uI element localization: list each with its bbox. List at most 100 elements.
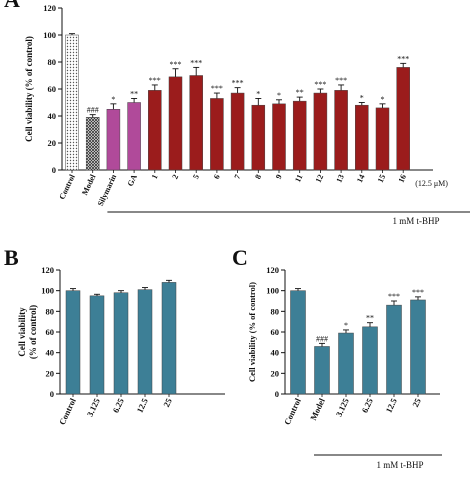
y-tick-label: 100 xyxy=(266,286,279,296)
bar-16 xyxy=(396,67,410,171)
bar-2 xyxy=(168,76,183,171)
y-tick-label: 0 xyxy=(275,389,279,399)
bar-25 xyxy=(161,282,177,395)
x-tick-label-9: 9 xyxy=(274,173,284,180)
bar-12.5 xyxy=(137,289,153,395)
y-tick-label: 100 xyxy=(41,286,54,296)
x-tick-label-12.5: 12.5 xyxy=(383,397,398,415)
y-tick-label: 0 xyxy=(50,389,54,399)
x-tick-label-25: 25 xyxy=(161,397,174,409)
bar-Model xyxy=(314,346,330,395)
significance-label-15: * xyxy=(381,95,385,104)
y-tick-label: 20 xyxy=(48,138,57,148)
significance-label-13: *** xyxy=(335,76,347,85)
x-tick-label-Model: Model xyxy=(308,396,327,422)
y-tick-label: 20 xyxy=(46,368,55,378)
concentration-note: (12.5 μM) xyxy=(415,179,448,188)
bar-6.25 xyxy=(362,326,378,395)
y-axis-label: Cell viability (% of control) xyxy=(247,282,257,382)
significance-label-Model: ### xyxy=(87,106,99,115)
bar-Control xyxy=(65,290,81,395)
bar-3.125 xyxy=(89,295,105,395)
bar-25 xyxy=(410,299,426,395)
treatment-label: 1 mM t-BHP xyxy=(392,216,439,226)
y-tick-label: 0 xyxy=(52,165,56,175)
significance-label-2: *** xyxy=(170,60,182,69)
significance-label-1: *** xyxy=(149,76,161,85)
x-tick-label-5: 5 xyxy=(191,173,201,180)
panel-letter-c: C xyxy=(232,245,248,270)
x-tick-label-GA: GA xyxy=(126,173,139,188)
x-tick-label-14: 14 xyxy=(355,173,367,184)
significance-label-7: *** xyxy=(232,79,244,88)
bar-Control xyxy=(290,290,306,395)
bar-12.5 xyxy=(386,304,402,395)
x-tick-label-Control: Control xyxy=(282,396,303,426)
y-axis-label: Cell viability (% of control) xyxy=(24,36,34,142)
bar-9 xyxy=(272,103,286,171)
bar-15 xyxy=(375,107,390,171)
significance-label-14: * xyxy=(360,94,364,103)
significance-label-3.125: * xyxy=(344,321,348,330)
significance-label-25: *** xyxy=(412,288,424,297)
y-tick-label: 100 xyxy=(43,30,56,40)
y-axis-label: (% of control) xyxy=(28,305,38,359)
significance-label-12.5: *** xyxy=(388,292,400,301)
x-tick-label-6.25: 6.25 xyxy=(359,397,374,415)
y-tick-label: 120 xyxy=(266,265,279,275)
treatment-label: 1 mM t-BHP xyxy=(376,460,423,470)
significance-label-6.25: ** xyxy=(366,314,374,323)
y-tick-label: 40 xyxy=(48,111,57,121)
significance-label-Model: ### xyxy=(316,334,328,343)
y-tick-label: 120 xyxy=(41,265,54,275)
x-tick-label-3.125: 3.125 xyxy=(334,397,351,419)
y-tick-label: 80 xyxy=(48,57,57,67)
panel-a-chart: 0 20 40 60 80 100 120 Cell viability (% of cont… xyxy=(24,3,470,226)
significance-label-16: *** xyxy=(397,54,409,63)
bar-Silymarin xyxy=(106,109,121,171)
bar-13 xyxy=(334,90,348,171)
significance-label-5: *** xyxy=(190,58,202,67)
x-tick-label-11: 11 xyxy=(293,173,304,184)
bar-12 xyxy=(313,92,328,171)
bar-Control xyxy=(65,34,79,171)
x-tick-label-12.5: 12.5 xyxy=(134,397,149,415)
bar-3.125 xyxy=(338,332,354,395)
significance-label-6: *** xyxy=(211,84,223,93)
bar-6 xyxy=(210,98,224,171)
significance-label-Silymarin: * xyxy=(111,95,115,104)
panel-b-chart: 0 20 40 60 80 100 120 Cell viability (% of contr… xyxy=(17,265,225,426)
bar-14 xyxy=(355,104,369,171)
bar-11 xyxy=(292,100,307,171)
y-tick-label: 20 xyxy=(271,368,280,378)
panel-letter-b: B xyxy=(4,245,19,270)
x-tick-label-Control: Control xyxy=(57,172,77,201)
y-tick-label: 80 xyxy=(46,306,55,316)
bar-Model xyxy=(85,117,100,171)
y-tick-label: 60 xyxy=(48,84,57,94)
x-tick-label-Model: Model xyxy=(80,172,98,196)
y-tick-label: 60 xyxy=(46,327,55,337)
y-tick-label: 40 xyxy=(271,348,280,358)
panel-c-chart: 0 20 40 60 80 100 120 Cell viability (% of cont… xyxy=(247,265,442,470)
x-tick-label-Silymarin: Silymarin xyxy=(96,173,119,208)
x-tick-label-1: 1 xyxy=(150,173,160,180)
x-tick-label-7: 7 xyxy=(233,173,243,180)
bar-GA xyxy=(127,102,141,171)
x-tick-label-6.25: 6.25 xyxy=(110,397,125,415)
y-tick-label: 120 xyxy=(43,3,56,13)
bar-6.25 xyxy=(113,292,129,395)
y-axis-label: Cell viability xyxy=(17,307,27,357)
significance-label-11: ** xyxy=(296,88,304,97)
y-tick-label: 40 xyxy=(46,348,55,358)
significance-label-GA: ** xyxy=(130,89,138,98)
x-tick-label-6: 6 xyxy=(212,173,222,180)
x-tick-label-Control: Control xyxy=(57,396,78,426)
x-tick-label-16: 16 xyxy=(396,173,408,184)
x-tick-label-25: 25 xyxy=(410,397,423,409)
bar-5 xyxy=(189,75,203,171)
x-tick-label-12: 12 xyxy=(314,173,326,184)
y-tick-label: 60 xyxy=(271,327,280,337)
